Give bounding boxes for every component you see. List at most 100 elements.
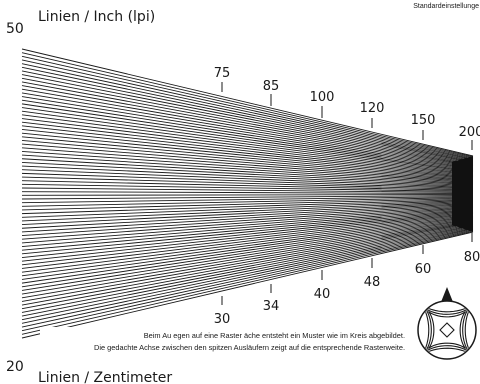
fan-line <box>21 96 474 169</box>
fan-line <box>21 77 474 165</box>
fan-line <box>21 208 474 251</box>
lpcm-start-value: 20 <box>6 359 24 375</box>
fan-line <box>21 205 474 240</box>
lpi-tick-label: 150 <box>411 113 436 128</box>
fan-line <box>21 223 474 310</box>
fan-line <box>21 204 474 237</box>
lpi-start-value: 50 <box>6 21 24 37</box>
fan-line <box>21 74 474 164</box>
fan-line <box>21 165 474 188</box>
fan-line <box>21 158 474 186</box>
fan-line <box>21 110 474 173</box>
fan-line <box>21 136 474 180</box>
fan-line <box>21 228 474 328</box>
fan-line <box>21 52 474 158</box>
lpi-tick-label: 75 <box>214 66 231 81</box>
fan-line <box>21 231 474 339</box>
lpcm-tick-label: 48 <box>364 275 381 290</box>
fan-line <box>21 220 474 295</box>
lpi-tick-labels: 75 85 100 120 150 200 <box>214 66 480 140</box>
fan-line <box>21 197 474 211</box>
fan-line <box>21 92 474 168</box>
circle-moire-icon <box>417 287 477 360</box>
lpcm-tick-labels: 30 34 40 48 60 80 <box>214 250 480 327</box>
fan-line <box>21 103 474 171</box>
fan-line <box>21 191 474 194</box>
fan-line <box>21 210 474 258</box>
fan-line <box>21 229 474 332</box>
fan-line <box>21 187 474 194</box>
fan-line <box>21 196 474 207</box>
lpcm-tick-label: 30 <box>214 312 231 327</box>
caption-background <box>40 327 408 357</box>
arrow-up-icon <box>441 287 453 302</box>
fan-line <box>21 198 474 215</box>
fan-line <box>21 222 474 306</box>
fan-line <box>21 227 474 324</box>
lpcm-tick-label: 34 <box>263 299 280 314</box>
fan-line <box>21 194 474 200</box>
lpcm-tick-label: 40 <box>314 287 331 302</box>
fan-line <box>21 183 474 193</box>
lpi-axis-title: Linien / Inch (lpi) <box>38 9 155 25</box>
fan-line <box>21 180 474 192</box>
fan-line <box>21 59 474 160</box>
fan-line <box>21 63 474 161</box>
fan-line <box>21 114 474 174</box>
top-right-text: Standardeinstellunge <box>413 3 479 10</box>
fan-line <box>21 107 474 172</box>
fan-line <box>21 217 474 284</box>
fan-line <box>21 169 474 189</box>
fan-line <box>21 154 474 185</box>
fan-line <box>21 81 474 166</box>
lpi-tick-label: 100 <box>310 90 335 105</box>
fan-line <box>21 147 474 183</box>
fan-line <box>21 209 474 255</box>
lpcm-axis-title: Linien / Zentimeter <box>38 370 172 384</box>
caption-line-1: Beim Au egen auf eine Raster äche entste… <box>144 331 405 340</box>
fan-line <box>21 199 474 218</box>
converging-lines <box>21 48 474 339</box>
fan-line <box>21 125 474 177</box>
fan-line <box>21 226 474 321</box>
fan-line <box>21 201 474 226</box>
fan-line <box>21 195 474 204</box>
fan-line <box>21 143 474 182</box>
fan-line <box>21 207 474 247</box>
fan-line <box>21 66 474 162</box>
fan-line <box>21 121 474 176</box>
lpi-tick-marks <box>221 82 473 150</box>
lpi-tick-label: 120 <box>360 101 385 116</box>
fan-line <box>21 48 474 157</box>
fan-line <box>21 213 474 269</box>
fan-line <box>21 212 474 266</box>
fan-line <box>21 118 474 175</box>
fan-line <box>21 219 474 291</box>
fan-line <box>21 211 474 262</box>
fan-line <box>21 218 474 288</box>
fan-line <box>21 215 474 277</box>
fan-line <box>21 214 474 273</box>
moire-curve <box>428 311 466 349</box>
lpi-tick-label: 200 <box>459 125 480 140</box>
fan-line <box>21 203 474 233</box>
fan-line <box>21 224 474 313</box>
fan-line <box>21 221 474 302</box>
fan-line <box>21 129 474 178</box>
fan-line <box>21 70 474 163</box>
lpi-tick-label: 85 <box>263 79 280 94</box>
fan-line <box>21 88 474 168</box>
fan-line <box>21 140 474 181</box>
lpcm-tick-marks <box>221 233 473 305</box>
fan-line <box>21 216 474 280</box>
fan-line <box>21 200 474 222</box>
fan-line <box>21 225 474 317</box>
fan-line <box>21 220 474 299</box>
fan-line <box>21 85 474 167</box>
lpcm-tick-label: 80 <box>464 250 480 265</box>
fan-line <box>21 172 474 190</box>
fan-line <box>21 150 474 184</box>
fan-line <box>21 230 474 335</box>
fan-line <box>21 161 474 187</box>
